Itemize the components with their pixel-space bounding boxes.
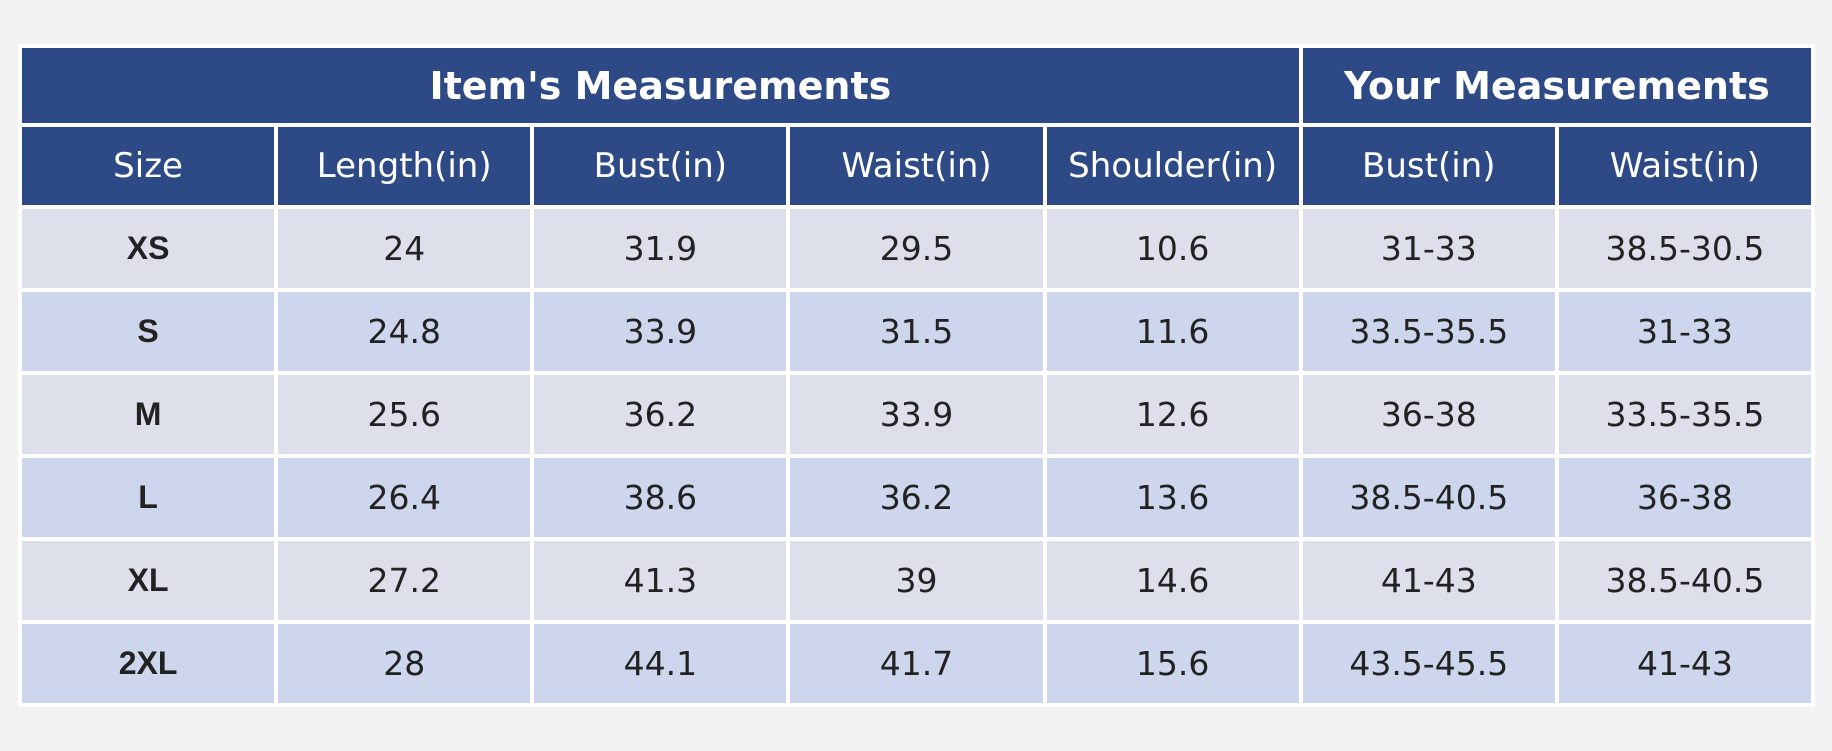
measurement-cell: 12.6 — [1046, 375, 1299, 454]
size-row: L 26.4 38.6 36.2 13.6 38.5-40.5 36-38 — [22, 458, 1811, 537]
measurement-cell: 44.1 — [534, 624, 787, 703]
measurement-cell: 24 — [278, 209, 531, 288]
measurement-cell: 28 — [278, 624, 531, 703]
size-label: 2XL — [22, 624, 275, 703]
measurement-cell: 43.5-45.5 — [1302, 624, 1555, 703]
measurement-cell: 26.4 — [278, 458, 531, 537]
measurement-cell: 24.8 — [278, 292, 531, 371]
measurement-cell: 41-43 — [1558, 624, 1811, 703]
size-chart-table: Item's Measurements Your Measurements Si… — [18, 44, 1815, 707]
measurement-cell: 41-43 — [1302, 541, 1555, 620]
column-header: Size — [22, 127, 275, 205]
column-header: Shoulder(in) — [1046, 127, 1299, 205]
column-header-row: Size Length(in) Bust(in) Waist(in) Shoulder(… — [22, 127, 1811, 205]
measurement-cell: 25.6 — [278, 375, 531, 454]
measurement-cell: 36.2 — [534, 375, 787, 454]
size-row: S 24.8 33.9 31.5 11.6 33.5-35.5 31-33 — [22, 292, 1811, 371]
measurement-cell: 39 — [790, 541, 1043, 620]
column-header: Bust(in) — [534, 127, 787, 205]
measurement-cell: 31.9 — [534, 209, 787, 288]
group-header-row: Item's Measurements Your Measurements — [22, 48, 1811, 123]
size-row: M 25.6 36.2 33.9 12.6 36-38 33.5-35.5 — [22, 375, 1811, 454]
measurement-cell: 36-38 — [1558, 458, 1811, 537]
measurement-cell: 14.6 — [1046, 541, 1299, 620]
measurement-cell: 33.9 — [790, 375, 1043, 454]
table-body: Item's Measurements Your Measurements Si… — [22, 48, 1811, 703]
measurement-cell: 33.9 — [534, 292, 787, 371]
measurement-cell: 38.6 — [534, 458, 787, 537]
measurement-cell: 38.5-40.5 — [1558, 541, 1811, 620]
column-header: Length(in) — [278, 127, 531, 205]
measurement-cell: 33.5-35.5 — [1302, 292, 1555, 371]
measurement-cell: 33.5-35.5 — [1558, 375, 1811, 454]
column-header: Waist(in) — [1558, 127, 1811, 205]
measurement-cell: 15.6 — [1046, 624, 1299, 703]
group-header: Your Measurements — [1302, 48, 1811, 123]
size-label: S — [22, 292, 275, 371]
size-row: 2XL 28 44.1 41.7 15.6 43.5-45.5 41-43 — [22, 624, 1811, 703]
measurement-cell: 27.2 — [278, 541, 531, 620]
size-row: XS 24 31.9 29.5 10.6 31-33 38.5-30.5 — [22, 209, 1811, 288]
size-label: L — [22, 458, 275, 537]
size-label: M — [22, 375, 275, 454]
size-label: XS — [22, 209, 275, 288]
measurement-cell: 36-38 — [1302, 375, 1555, 454]
measurement-cell: 41.7 — [790, 624, 1043, 703]
column-header: Bust(in) — [1302, 127, 1555, 205]
measurement-cell: 36.2 — [790, 458, 1043, 537]
size-row: XL 27.2 41.3 39 14.6 41-43 38.5-40.5 — [22, 541, 1811, 620]
measurement-cell: 31-33 — [1558, 292, 1811, 371]
measurement-cell: 29.5 — [790, 209, 1043, 288]
column-header: Waist(in) — [790, 127, 1043, 205]
measurement-cell: 38.5-30.5 — [1558, 209, 1811, 288]
measurement-cell: 38.5-40.5 — [1302, 458, 1555, 537]
measurement-cell: 10.6 — [1046, 209, 1299, 288]
measurement-cell: 11.6 — [1046, 292, 1299, 371]
measurement-cell: 31.5 — [790, 292, 1043, 371]
measurement-cell: 41.3 — [534, 541, 787, 620]
measurement-cell: 13.6 — [1046, 458, 1299, 537]
measurement-cell: 31-33 — [1302, 209, 1555, 288]
size-label: XL — [22, 541, 275, 620]
group-header: Item's Measurements — [22, 48, 1299, 123]
